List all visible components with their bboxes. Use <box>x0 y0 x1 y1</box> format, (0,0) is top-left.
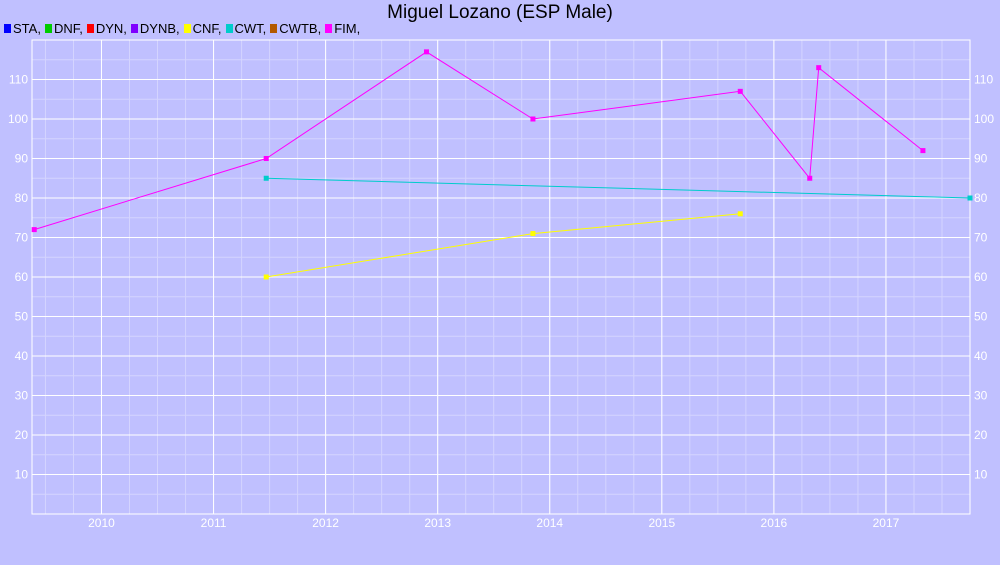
y-tick-label-left: 70 <box>15 231 29 245</box>
y-tick-label-right: 90 <box>974 152 988 166</box>
legend-swatch <box>130 23 138 33</box>
y-tick-label-left: 90 <box>15 152 29 166</box>
data-point-fim <box>920 148 926 154</box>
y-tick-label-left: 60 <box>15 270 29 284</box>
y-tick-label-right: 20 <box>974 428 988 442</box>
legend-label: FIM, <box>334 20 361 36</box>
x-tick-label: 2012 <box>312 516 339 530</box>
legend-swatch <box>44 23 52 33</box>
legend-item: DYNB, <box>130 20 180 36</box>
y-tick-label-left: 30 <box>15 389 29 403</box>
x-tick-label: 2016 <box>761 516 788 530</box>
y-tick-label-right: 30 <box>974 389 988 403</box>
legend-label: CWT, <box>234 20 267 36</box>
x-tick-label: 2017 <box>873 516 900 530</box>
legend-item: STA, <box>4 21 41 36</box>
data-point-fim <box>423 49 429 55</box>
y-tick-label-right: 70 <box>974 231 988 245</box>
data-point-cnf <box>737 211 743 217</box>
data-point-cnf <box>530 231 536 237</box>
data-point-fim <box>737 88 743 94</box>
y-tick-label-right: 10 <box>974 468 988 482</box>
data-point-fim <box>816 65 822 71</box>
legend-label: DYNB, <box>139 20 180 36</box>
legend-item: DNF, <box>44 20 83 36</box>
chart-title: Miguel Lozano (ESP Male) <box>387 2 613 23</box>
x-tick-label: 2013 <box>424 516 451 530</box>
legend-item: CNF, <box>183 20 222 36</box>
x-tick-label: 2015 <box>648 516 675 530</box>
legend-item: FIM, <box>325 21 360 36</box>
plot-frame <box>31 39 971 515</box>
y-tick-label-right: 80 <box>974 191 988 205</box>
x-tick-label: 2011 <box>201 516 227 530</box>
y-tick-label-left: 110 <box>9 73 28 87</box>
legend-swatch <box>225 23 233 33</box>
legend-item: CWT, <box>225 20 267 36</box>
legend-swatch <box>325 23 333 33</box>
series-line-fim <box>34 51 924 231</box>
y-tick-label-right: 40 <box>974 349 988 363</box>
data-point-fim <box>807 175 813 181</box>
legend-item: DYN, <box>86 20 127 36</box>
data-point-cnf <box>263 274 269 280</box>
data-point-fim <box>530 116 536 122</box>
legend-swatch <box>270 23 278 33</box>
legend-item: CWTB, <box>270 21 321 36</box>
legend-label: STA, <box>13 20 41 36</box>
y-tick-label-right: 110 <box>974 73 993 87</box>
series-line-cnf <box>266 213 741 278</box>
legend-label: DNF, <box>53 20 83 36</box>
legend-label: CNF, <box>192 20 222 36</box>
x-tick-label: 2010 <box>88 516 115 530</box>
x-tick-label: 2014 <box>536 516 563 530</box>
legend-swatch <box>86 23 94 33</box>
legend-label: CWTB, <box>279 20 322 36</box>
y-tick-label-left: 100 <box>8 112 28 126</box>
legend-swatch <box>183 23 191 33</box>
series-line-cwt <box>266 177 971 199</box>
y-tick-label-left: 20 <box>15 428 29 442</box>
y-tick-label-left: 10 <box>15 468 29 482</box>
y-tick-label-left: 50 <box>15 310 29 324</box>
y-tick-label-right: 100 <box>974 112 994 126</box>
legend-label: DYN, <box>95 20 127 36</box>
data-point-fim <box>263 156 269 161</box>
y-tick-label-left: 80 <box>15 191 29 205</box>
data-point-cwt <box>967 195 973 201</box>
y-tick-label-left: 40 <box>15 349 29 363</box>
y-tick-label-right: 60 <box>974 270 988 284</box>
chart-legend: STA, DNF, DYN, DYNB, CNF, CWT, CWTB, FIM, <box>4 20 364 36</box>
y-tick-label-right: 50 <box>974 310 988 324</box>
data-point-cwt <box>263 175 269 181</box>
legend-swatch <box>4 23 11 33</box>
data-point-fim <box>31 227 37 233</box>
